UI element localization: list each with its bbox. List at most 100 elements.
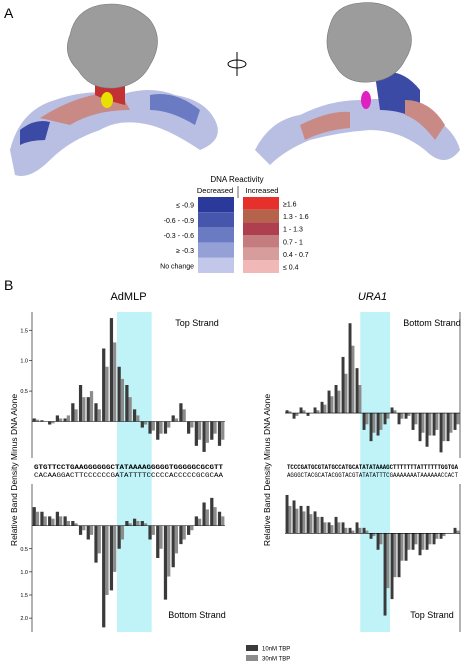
bar bbox=[439, 413, 443, 453]
bar bbox=[120, 525, 125, 540]
bar bbox=[59, 516, 63, 526]
bar bbox=[400, 413, 404, 419]
bar bbox=[285, 494, 289, 534]
bar bbox=[197, 421, 202, 440]
bar bbox=[295, 413, 299, 416]
bar bbox=[213, 507, 217, 526]
bar bbox=[156, 525, 160, 558]
bar bbox=[197, 518, 202, 526]
bar bbox=[376, 413, 380, 436]
bar bbox=[383, 413, 387, 425]
bar bbox=[32, 418, 36, 422]
bar bbox=[435, 533, 439, 539]
bar bbox=[74, 523, 78, 526]
bar bbox=[428, 413, 432, 436]
bar bbox=[51, 518, 55, 526]
bar bbox=[418, 533, 422, 556]
bar bbox=[82, 525, 86, 531]
sequence-bottom: CACAAGGACTTCCCCCCGATATTTTCCCCCACCCCCGCGC… bbox=[34, 472, 223, 479]
bar bbox=[179, 403, 183, 422]
bar bbox=[179, 525, 183, 545]
bar bbox=[365, 530, 369, 534]
bar bbox=[89, 391, 94, 422]
y-tick-label: 1.0 bbox=[20, 359, 28, 365]
bar bbox=[372, 533, 376, 537]
bar bbox=[341, 522, 345, 534]
bar bbox=[55, 511, 60, 526]
bar bbox=[456, 530, 460, 534]
bar bbox=[66, 415, 70, 422]
y-tick-label: 1.5 bbox=[20, 593, 28, 599]
bar bbox=[404, 533, 408, 561]
bar bbox=[369, 533, 373, 539]
legend-swatch bbox=[246, 655, 258, 661]
bar bbox=[182, 525, 186, 540]
bar bbox=[148, 421, 152, 434]
bar bbox=[432, 413, 436, 436]
bar bbox=[288, 411, 292, 414]
y-tick-label: 0.5 bbox=[20, 389, 28, 395]
bar bbox=[190, 525, 194, 531]
bar bbox=[351, 345, 355, 414]
bar bbox=[143, 523, 148, 526]
bar bbox=[55, 415, 60, 422]
bar bbox=[71, 521, 75, 526]
legend-label: 10nM TBP bbox=[262, 647, 290, 653]
bar bbox=[43, 516, 47, 526]
bar bbox=[190, 421, 194, 428]
bar bbox=[120, 378, 125, 422]
bar bbox=[156, 421, 160, 440]
bar bbox=[435, 413, 439, 430]
bar bbox=[442, 533, 446, 537]
sequence-bottom: AGGGCTACGCATACGGTACGTATATATTTCGAAAAAAATA… bbox=[287, 472, 458, 479]
bar bbox=[109, 318, 114, 422]
legend-swatch bbox=[198, 242, 234, 258]
bar bbox=[143, 421, 148, 425]
bar bbox=[194, 421, 198, 446]
bar bbox=[132, 409, 137, 422]
strand-label: Bottom Strand bbox=[403, 318, 461, 328]
chart-title: AdMLP bbox=[110, 291, 146, 303]
bar bbox=[344, 527, 348, 534]
bar bbox=[306, 505, 310, 534]
bar bbox=[362, 527, 366, 534]
bar bbox=[449, 413, 453, 433]
bar bbox=[302, 511, 306, 534]
structure-left bbox=[10, 3, 218, 176]
legend-label: ≤ 0.4 bbox=[283, 265, 299, 272]
bar bbox=[128, 397, 132, 422]
bar bbox=[125, 385, 129, 422]
bar bbox=[446, 413, 450, 442]
bar bbox=[97, 525, 101, 554]
bar bbox=[66, 521, 70, 526]
legend-label: -0.3 - -0.6 bbox=[164, 233, 194, 240]
bar bbox=[348, 527, 352, 534]
bar bbox=[86, 397, 90, 422]
bar bbox=[400, 533, 404, 561]
bar bbox=[288, 505, 292, 534]
bar bbox=[285, 410, 289, 414]
bar bbox=[344, 373, 348, 414]
bar bbox=[205, 509, 209, 526]
bar bbox=[337, 522, 341, 534]
bar bbox=[171, 525, 175, 568]
bar bbox=[341, 356, 345, 414]
bar bbox=[372, 413, 376, 433]
bar bbox=[299, 407, 303, 414]
bar bbox=[369, 413, 373, 442]
bar bbox=[397, 413, 401, 425]
bar bbox=[379, 533, 383, 545]
bar bbox=[221, 421, 225, 440]
y-tick-label: 1.5 bbox=[20, 328, 28, 334]
bar bbox=[151, 421, 155, 431]
bar bbox=[113, 342, 117, 422]
bar bbox=[390, 407, 394, 414]
bar bbox=[94, 525, 98, 563]
bar bbox=[167, 525, 171, 577]
bar bbox=[182, 409, 186, 422]
bar bbox=[393, 533, 397, 578]
bar bbox=[309, 514, 313, 534]
bar bbox=[337, 390, 341, 414]
